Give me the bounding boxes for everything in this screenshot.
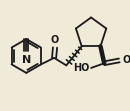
Text: O: O [122,55,130,65]
Text: O: O [51,35,59,45]
Text: N: N [22,55,31,65]
Text: HO: HO [73,63,89,73]
